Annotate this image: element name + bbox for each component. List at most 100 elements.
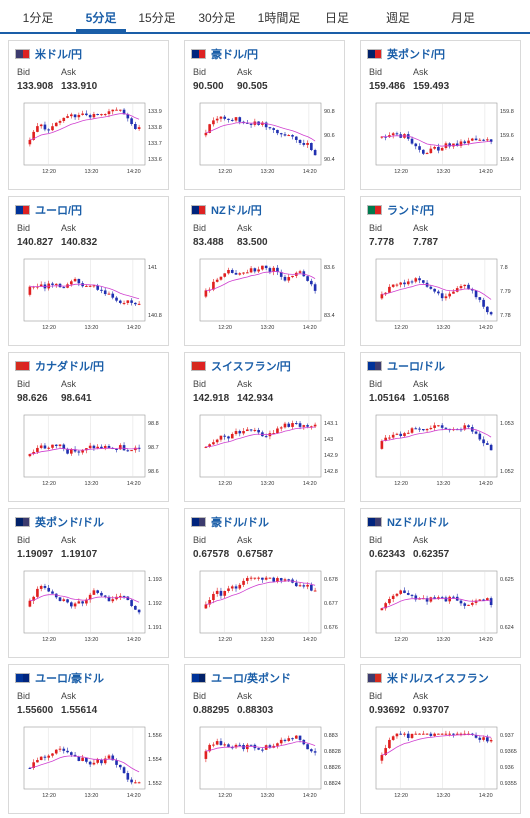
- card-header[interactable]: 豪ドル/円: [191, 47, 258, 61]
- pair-name[interactable]: ユーロ/英ポンド: [211, 673, 292, 685]
- flag-icon: [367, 361, 382, 371]
- candlestick-chart[interactable]: 1.053 1.052 12:20 13:20 14:20: [366, 411, 517, 495]
- pair-name[interactable]: ユーロ/円: [35, 205, 83, 217]
- card-header[interactable]: 豪ドル/ドル: [191, 515, 269, 529]
- card-header[interactable]: 英ポンド/円: [367, 47, 445, 61]
- candle-body: [208, 124, 211, 133]
- candle-body: [92, 590, 96, 595]
- card-header[interactable]: ユーロ/豪ドル: [15, 671, 104, 685]
- card-header[interactable]: NZドル/円: [191, 203, 262, 217]
- candle-body: [115, 448, 118, 450]
- currency-card[interactable]: カナダドル/円 Bid Ask 98.626 98.641 98.8 98.7 98.6…: [8, 352, 169, 502]
- candlestick-chart[interactable]: 141 140.8 12:20 13:20 14:20: [14, 255, 165, 339]
- pair-name[interactable]: 米ドル/スイスフラン: [387, 673, 489, 685]
- currency-card[interactable]: ユーロ/ドル Bid Ask 1.05164 1.05168 1.053 1.052 1…: [360, 352, 521, 502]
- currency-card[interactable]: 英ポンド/ドル Bid Ask 1.19097 1.19107 1.193 1.192…: [8, 508, 169, 658]
- pair-name[interactable]: 英ポンド/円: [387, 49, 446, 61]
- flag-icon: [191, 205, 206, 215]
- candle-body: [306, 276, 309, 281]
- candle-body: [88, 115, 92, 118]
- candlestick-chart[interactable]: 1.556 1.554 1.552 12:20 13:20 14:20: [14, 723, 165, 807]
- card-header[interactable]: ユーロ/ドル: [367, 359, 445, 373]
- ask-label: Ask: [413, 223, 429, 233]
- tab-5min[interactable]: 5分足: [76, 0, 126, 32]
- candle-body: [85, 757, 88, 762]
- candlestick-chart[interactable]: 7.8 7.79 7.78 12:20 13:20 14:20: [366, 255, 517, 339]
- pair-name[interactable]: カナダドル/円: [35, 361, 105, 373]
- candlestick-chart[interactable]: 0.937 0.9365 0.936 0.9355 12:20 13:20 14:20: [366, 723, 517, 807]
- currency-card[interactable]: ユーロ/英ポンド Bid Ask 0.88295 0.88303 0.883 0.88…: [184, 664, 345, 814]
- candlestick-chart[interactable]: 0.625 0.624 12:20 13:20 14:20: [366, 567, 517, 651]
- card-header[interactable]: 米ドル/円: [15, 47, 82, 61]
- x-tick-label: 12:20: [218, 637, 232, 643]
- currency-card[interactable]: ランド/円 Bid Ask 7.778 7.787 7.8 7.79 7.78 12:20…: [360, 196, 521, 346]
- currency-card[interactable]: NZドル/ドル Bid Ask 0.62343 0.62357 0.625 0.624…: [360, 508, 521, 658]
- candle-body: [58, 748, 62, 750]
- currency-card[interactable]: NZドル/円 Bid Ask 83.488 83.500 83.6 83.4 12:20…: [184, 196, 345, 346]
- candlestick-chart[interactable]: 143.1 143 142.9 142.8 12:20 13:20 14:20: [190, 411, 341, 495]
- tab-monthly[interactable]: 月足: [450, 11, 475, 25]
- moving-average-line: [29, 755, 140, 773]
- currency-card[interactable]: 豪ドル/円 Bid Ask 90.500 90.505 90.8 90.6 90.4 12…: [184, 40, 345, 190]
- card-header[interactable]: NZドル/ドル: [367, 515, 449, 529]
- currency-card[interactable]: 米ドル/スイスフラン Bid Ask 0.93692 0.93707 0.937 0.…: [360, 664, 521, 814]
- candle-body: [463, 141, 467, 144]
- card-header[interactable]: ランド/円: [367, 203, 434, 217]
- pair-name[interactable]: ランド/円: [387, 205, 435, 217]
- currency-card[interactable]: 英ポンド/円 Bid Ask 159.486 159.493 159.8 159.6 1…: [360, 40, 521, 190]
- currency-card[interactable]: スイスフラン/円 Bid Ask 142.918 142.934 143.1 143 1…: [184, 352, 345, 502]
- candle-body: [204, 604, 208, 609]
- tab-30min[interactable]: 30分足: [198, 11, 236, 25]
- candlestick-chart[interactable]: 0.883 0.8828 0.8826 0.8824 12:20 13:20 14:20: [190, 723, 341, 807]
- candlestick-chart[interactable]: 0.678 0.677 0.676 12:20 13:20 14:20: [190, 567, 341, 651]
- pair-name[interactable]: 豪ドル/ドル: [211, 517, 270, 529]
- candlestick-chart[interactable]: 1.193 1.192 1.191 12:20 13:20 14:20: [14, 567, 165, 651]
- currency-card[interactable]: 豪ドル/ドル Bid Ask 0.67578 0.67587 0.678 0.677 0…: [184, 508, 345, 658]
- pair-name[interactable]: NZドル/円: [211, 205, 262, 217]
- bid-label: Bid: [17, 379, 31, 389]
- currency-card[interactable]: ユーロ/円 Bid Ask 140.827 140.832 141 140.8 12:2…: [8, 196, 169, 346]
- flag-icon: [191, 361, 206, 371]
- candle-body: [440, 147, 444, 151]
- card-header[interactable]: 米ドル/スイスフラン: [367, 671, 489, 685]
- chart-frame: [23, 102, 146, 166]
- card-header[interactable]: ユーロ/英ポンド: [191, 671, 291, 685]
- currency-card[interactable]: ユーロ/豪ドル Bid Ask 1.55600 1.55614 1.556 1.554…: [8, 664, 169, 814]
- candle-body: [242, 272, 245, 274]
- tab-daily[interactable]: 日足: [324, 11, 349, 25]
- candle-body: [421, 733, 425, 735]
- pair-name[interactable]: ユーロ/ドル: [387, 361, 446, 373]
- pair-name[interactable]: 米ドル/円: [35, 49, 83, 61]
- card-header[interactable]: スイスフラン/円: [191, 359, 291, 373]
- pair-name[interactable]: 豪ドル/円: [211, 49, 259, 61]
- card-header[interactable]: カナダドル/円: [15, 359, 104, 373]
- y-tick-label: 0.677: [324, 601, 338, 607]
- pair-name[interactable]: ユーロ/豪ドル: [35, 673, 105, 685]
- flag-icon: [367, 49, 382, 59]
- candle-body: [261, 749, 264, 751]
- pair-name[interactable]: 英ポンド/ドル: [35, 517, 105, 529]
- candle-body: [238, 431, 242, 434]
- pair-name[interactable]: NZドル/ドル: [387, 517, 449, 529]
- candlestick-chart[interactable]: 83.6 83.4 12:20 13:20 14:20: [190, 255, 341, 339]
- candle-body: [395, 284, 399, 286]
- candlestick-chart[interactable]: 133.9 133.8 133.7 133.6 12:20 13:20 14:20: [14, 99, 165, 183]
- candlestick-chart[interactable]: 159.8 159.6 159.4 12:20 13:20 14:20: [366, 99, 517, 183]
- candle-body: [440, 293, 444, 299]
- moving-average-line: [381, 734, 492, 756]
- card-header[interactable]: ユーロ/円: [15, 203, 82, 217]
- tab-weekly[interactable]: 週足: [385, 11, 410, 25]
- candle-body: [36, 447, 39, 452]
- candle-body: [36, 760, 39, 763]
- currency-card[interactable]: 米ドル/円 Bid Ask 133.908 133.910 133.9 133.8 13…: [8, 40, 169, 190]
- pair-name[interactable]: スイスフラン/円: [211, 361, 291, 373]
- tab-1min[interactable]: 1分足: [22, 11, 54, 25]
- candlestick-chart[interactable]: 98.8 98.7 98.6 12:20 13:20 14:20: [14, 411, 165, 495]
- card-header[interactable]: 英ポンド/ドル: [15, 515, 104, 529]
- bid-value: 1.55600: [17, 705, 54, 716]
- candlestick-chart[interactable]: 90.8 90.6 90.4 12:20 13:20 14:20: [190, 99, 341, 183]
- flag-icon: [367, 673, 382, 683]
- tab-15min[interactable]: 15分足: [138, 11, 176, 25]
- tab-1hour[interactable]: 1時間足: [257, 11, 301, 25]
- flag-icon: [367, 205, 382, 215]
